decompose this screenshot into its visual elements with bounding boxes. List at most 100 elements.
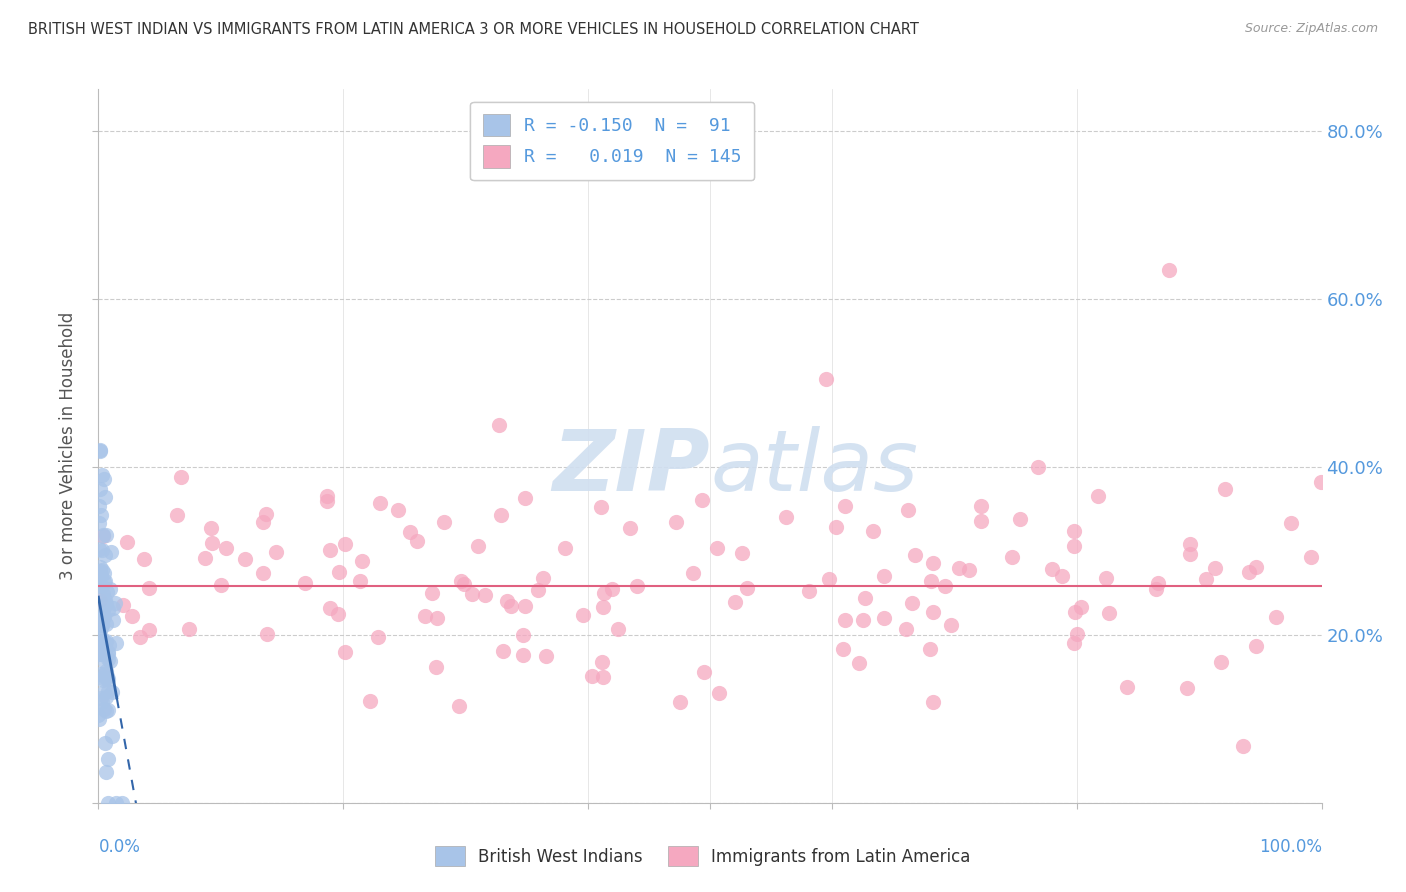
Point [333,537,356,551]
Text: 0.0%: 0.0% [98,838,141,856]
Point [200,520,222,534]
Point [873,569,896,583]
Point [89,624,111,639]
Point [90,647,112,661]
Point [1246,560,1268,574]
Point [91,527,114,541]
Point [90,543,112,558]
Text: ZIP: ZIP [553,425,710,509]
Point [91,671,114,685]
Point [862,524,884,538]
Point [89,633,111,648]
Point [921,605,943,619]
Point [512,628,534,642]
Point [89,564,111,578]
Point [664,515,686,529]
Point [921,556,943,570]
Point [848,656,870,670]
Point [316,489,339,503]
Point [87,640,110,655]
Point [94,617,117,632]
Point [93,634,115,648]
Point [194,551,217,566]
Point [825,520,848,534]
Point [492,644,515,658]
Point [1001,550,1024,565]
Point [93,472,115,486]
Text: atlas: atlas [710,425,918,509]
Point [91,587,114,601]
Point [818,572,841,586]
Point [294,576,316,591]
Point [607,623,630,637]
Point [447,699,470,714]
Point [96,765,118,780]
Point [1050,569,1073,583]
Point [592,599,614,614]
Point [93,702,115,716]
Point [901,596,924,610]
Point [1301,549,1323,564]
Point [94,548,117,562]
Point [406,533,429,548]
Point [467,539,489,553]
Point [101,600,124,615]
Point [87,516,110,531]
Point [619,521,641,535]
Point [853,591,876,606]
Point [515,599,537,614]
Point [94,597,117,611]
Point [252,515,274,529]
Point [94,671,117,685]
Legend: British West Indians, Immigrants from Latin America: British West Indians, Immigrants from La… [427,838,979,875]
Point [328,607,350,622]
Point [97,672,120,686]
Point [97,638,120,652]
Point [904,548,927,562]
Point [97,645,120,659]
Point [170,470,193,484]
Point [387,502,409,516]
Point [97,647,120,661]
Point [474,588,496,602]
Point [89,508,111,523]
Point [93,610,115,624]
Point [461,587,484,601]
Point [91,605,114,619]
Point [554,541,576,555]
Point [328,566,350,580]
Point [453,577,475,591]
Point [179,622,201,636]
Point [499,599,522,614]
Point [91,468,114,483]
Point [370,496,392,510]
Point [834,499,856,513]
Point [970,515,993,529]
Point [91,610,114,624]
Point [1157,262,1180,277]
Point [319,600,342,615]
Point [138,623,160,637]
Point [1070,599,1092,614]
Point [1279,516,1302,530]
Point [97,652,120,666]
Point [104,635,127,649]
Point [707,686,730,700]
Point [1195,572,1218,586]
Point [922,695,945,709]
Point [349,574,371,588]
Point [89,635,111,649]
Point [87,612,110,626]
Point [252,566,274,581]
Point [89,443,111,458]
Point [1204,561,1226,575]
Point [948,561,970,575]
Point [90,616,112,631]
Point [87,542,110,557]
Point [352,554,374,568]
Point [1215,482,1237,496]
Point [90,637,112,651]
Point [399,525,422,540]
Point [531,571,554,585]
Point [333,644,356,658]
